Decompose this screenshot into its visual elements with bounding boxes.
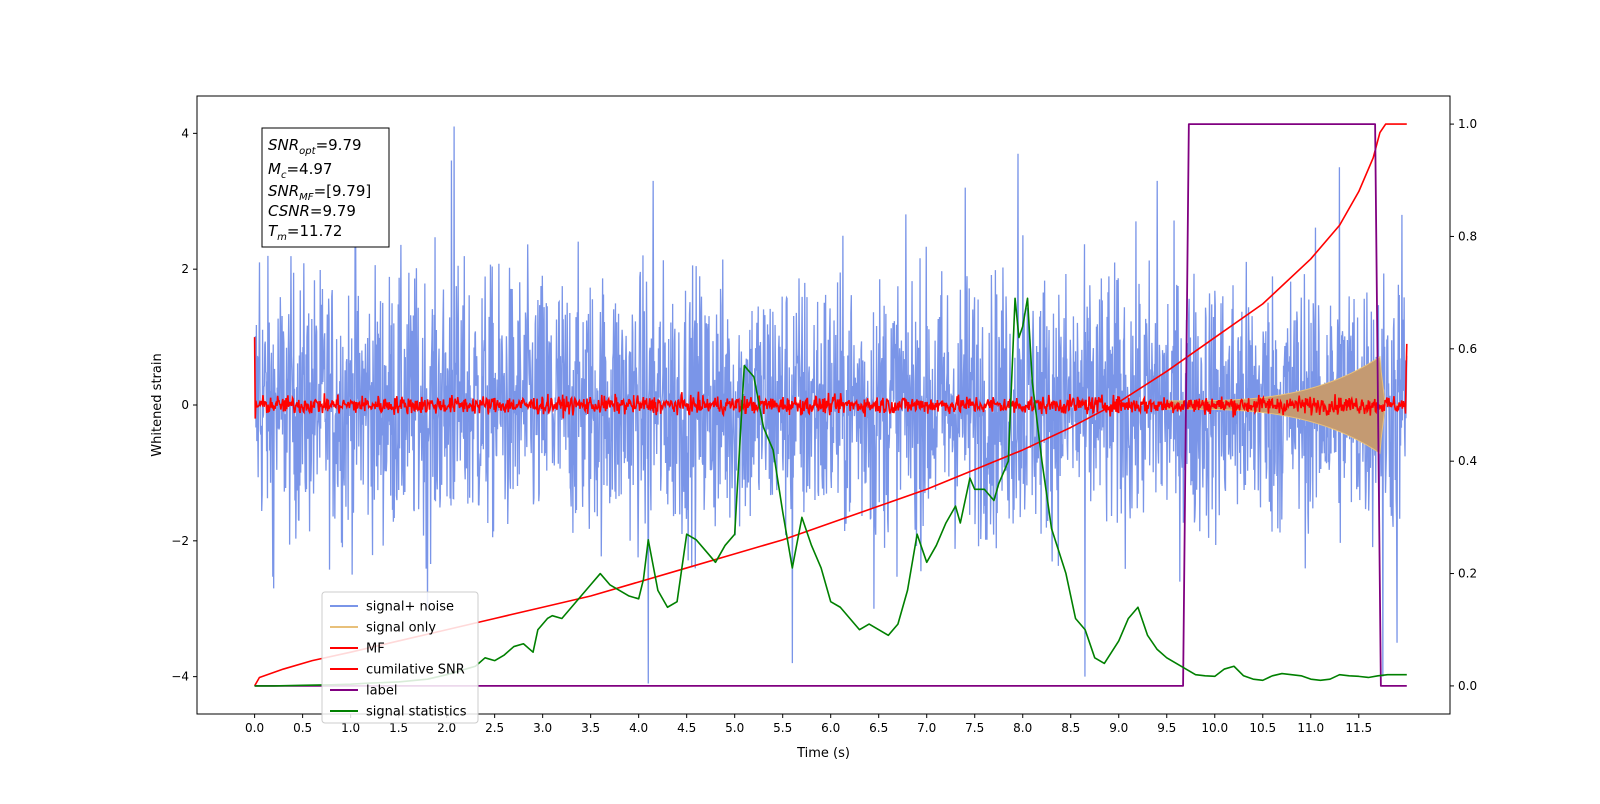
annotation-snr-mf: SNRMF=[9.79] (268, 182, 371, 203)
annotation-snr-opt: SNRopt=9.79 (268, 136, 362, 157)
x-tick-label: 5.0 (725, 721, 744, 735)
legend-frame (321, 591, 479, 724)
x-tick-label: 7.5 (965, 721, 984, 735)
y-tick-label: 2 (181, 262, 189, 276)
y-axis-label: Whitened strain (150, 353, 165, 456)
y2-tick-label: 0.6 (1458, 342, 1477, 356)
legend: signal+ noise signal only MF cumilative SNR… (321, 591, 479, 724)
x-tick-label: 9.5 (1157, 721, 1176, 735)
x-tick-label: 8.0 (1013, 721, 1032, 735)
x-tick-label: 1.5 (389, 721, 408, 735)
y-tick-label: 4 (181, 126, 189, 140)
series-mf (253, 337, 1408, 419)
x-tick-label: 11.5 (1345, 721, 1372, 735)
series-label (254, 123, 1407, 687)
y2-tick-label: 0.8 (1458, 229, 1477, 243)
annotation-box: SNRopt=9.79 Mc=4.97 SNRMF=[9.79] CSNR=9.… (261, 127, 390, 248)
annotation-frame (261, 127, 390, 248)
y2-tick-label: 0.2 (1458, 567, 1477, 581)
series-signal-statistics (254, 297, 1407, 687)
y-tick-label: −4 (171, 670, 189, 684)
y-tick-label: −2 (171, 534, 189, 548)
x-tick-label: 10.5 (1249, 721, 1276, 735)
annotation-csnr: CSNR=9.79 (268, 202, 356, 220)
x-tick-label: 7.0 (917, 721, 936, 735)
legend-label-signal-noise: signal+ noise (366, 600, 454, 615)
x-axis: 0.0 0.5 1.0 1.5 2.0 2.5 3.0 3.5 4.0 4.5 5.0 5.5 6.0 6… (245, 714, 1372, 735)
x-tick-label: 3.0 (533, 721, 552, 735)
x-tick-label: 1.0 (341, 721, 360, 735)
x-tick-label: 10.0 (1201, 721, 1228, 735)
x-tick-label: 4.5 (677, 721, 696, 735)
legend-label-signal-only: signal only (366, 621, 436, 636)
x-tick-label: 0.5 (293, 721, 312, 735)
annotation-mc: Mc=4.97 (268, 160, 332, 181)
legend-label-label: label (366, 684, 397, 699)
series-signal-noise (253, 126, 1408, 684)
legend-label-mf: MF (366, 642, 385, 657)
x-tick-label: 0.0 (245, 721, 264, 735)
y2-tick-label: 0.0 (1458, 679, 1477, 693)
legend-label-cumilative-snr: cumilative SNR (366, 663, 465, 678)
y-axis-right: 0.0 0.2 0.4 0.6 0.8 1.0 (1450, 117, 1477, 693)
y-axis-left: −4 −2 0 2 4 (171, 126, 197, 684)
x-tick-label: 5.5 (773, 721, 792, 735)
x-tick-label: 8.5 (1061, 721, 1080, 735)
y-tick-label: 0 (181, 398, 189, 412)
x-tick-label: 2.0 (437, 721, 456, 735)
series-layer (253, 123, 1408, 687)
x-tick-label: 4.0 (629, 721, 648, 735)
x-tick-label: 3.5 (581, 721, 600, 735)
x-tick-label: 11.0 (1297, 721, 1324, 735)
annotation-tm: Tm=11.72 (268, 222, 342, 243)
x-tick-label: 6.5 (869, 721, 888, 735)
x-tick-label: 9.0 (1109, 721, 1128, 735)
y2-tick-label: 0.4 (1458, 454, 1477, 468)
y2-tick-label: 1.0 (1458, 117, 1477, 131)
x-tick-label: 6.0 (821, 721, 840, 735)
x-tick-label: 2.5 (485, 721, 504, 735)
legend-label-signal-statistics: signal statistics (366, 705, 467, 720)
x-axis-label: Time (s) (796, 746, 850, 761)
